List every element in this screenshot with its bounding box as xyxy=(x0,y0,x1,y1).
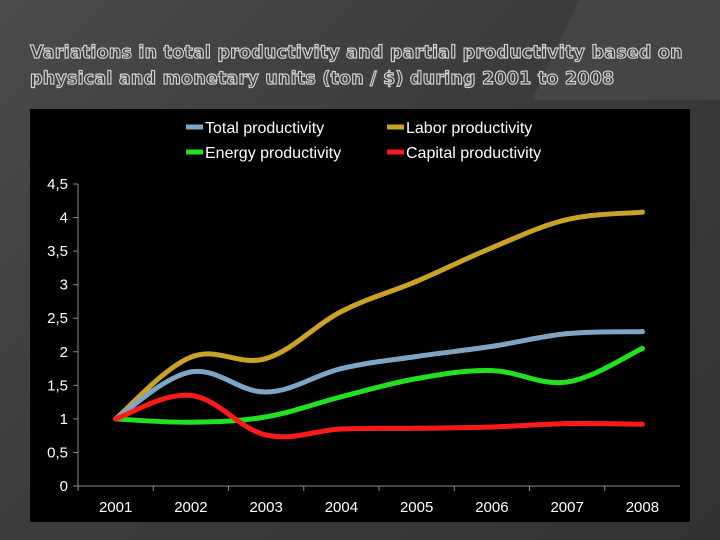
data-point-capital-productivity xyxy=(564,421,570,427)
data-point-capital-productivity xyxy=(113,416,119,422)
data-point-total-productivity xyxy=(564,331,570,337)
data-point-capital-productivity xyxy=(489,424,495,430)
legend-label-total-productivity: Total productivity xyxy=(205,120,324,137)
x-tick-label: 2003 xyxy=(249,499,282,516)
data-point-labor-productivity xyxy=(639,209,645,215)
x-tick-label: 2001 xyxy=(99,499,132,516)
data-point-energy-productivity xyxy=(414,376,420,382)
data-point-energy-productivity xyxy=(564,379,570,385)
y-tick-label: 0,5 xyxy=(47,444,68,461)
y-tick-label: 2 xyxy=(60,344,68,361)
legend-label-energy-productivity: Energy productivity xyxy=(205,145,341,162)
y-tick-label: 4 xyxy=(60,210,68,227)
data-point-capital-productivity xyxy=(188,392,194,398)
y-tick-label: 1,5 xyxy=(47,377,68,394)
y-tick-label: 3 xyxy=(60,277,68,294)
data-point-total-productivity xyxy=(188,369,194,375)
data-point-labor-productivity xyxy=(564,217,570,223)
slide-title: Variations in total productivity and par… xyxy=(29,42,683,89)
data-point-energy-productivity xyxy=(639,345,645,351)
data-point-labor-productivity xyxy=(338,309,344,315)
x-tick-label: 2005 xyxy=(400,499,433,516)
data-point-energy-productivity xyxy=(263,414,269,420)
data-point-labor-productivity xyxy=(263,355,269,361)
x-tick-label: 2008 xyxy=(626,499,659,516)
chart-area: 0 0,5 1 1,5 2 2,5 3 3,5 4 4,5 2001 2002 2003 2004 2005… xyxy=(30,109,690,522)
data-point-energy-productivity xyxy=(489,368,495,374)
data-point-capital-productivity xyxy=(263,432,269,438)
data-point-labor-productivity xyxy=(414,278,420,284)
x-tick-label: 2002 xyxy=(174,499,207,516)
y-tick-label: 0 xyxy=(60,478,68,495)
line-chart: 0 0,5 1 1,5 2 2,5 3 3,5 4 4,5 2001 2002 2003 2004 2005… xyxy=(47,120,680,516)
data-point-energy-productivity xyxy=(338,394,344,400)
data-point-total-productivity xyxy=(263,389,269,395)
data-point-capital-productivity xyxy=(338,426,344,432)
data-point-total-productivity xyxy=(639,329,645,335)
y-tick-label: 4,5 xyxy=(47,176,68,193)
series-line-total-productivity xyxy=(113,329,645,422)
x-tick-label: 2004 xyxy=(325,499,358,516)
data-point-total-productivity xyxy=(338,366,344,372)
x-tick-label: 2006 xyxy=(475,499,508,516)
y-tick-label: 2,5 xyxy=(47,310,68,327)
legend-label-capital-productivity: Capital productivity xyxy=(406,145,541,162)
data-point-capital-productivity xyxy=(414,425,420,431)
y-tick-label: 1 xyxy=(60,411,68,428)
y-tick-label: 3,5 xyxy=(47,243,68,260)
data-point-capital-productivity xyxy=(639,421,645,427)
series-line-capital-productivity xyxy=(113,392,645,440)
legend-label-labor-productivity: Labor productivity xyxy=(406,120,532,137)
data-point-labor-productivity xyxy=(188,354,194,360)
data-point-total-productivity xyxy=(489,343,495,349)
data-point-total-productivity xyxy=(414,353,420,359)
x-tick-label: 2007 xyxy=(550,499,583,516)
data-point-energy-productivity xyxy=(188,419,194,425)
series-line-labor-productivity xyxy=(113,209,645,422)
data-point-labor-productivity xyxy=(489,245,495,251)
